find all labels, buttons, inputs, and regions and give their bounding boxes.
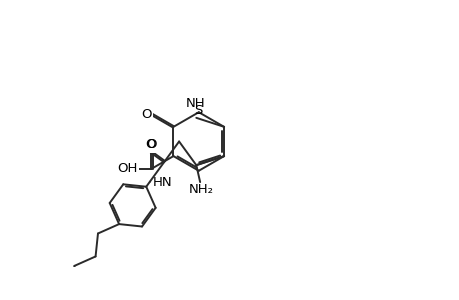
Text: O: O bbox=[146, 138, 157, 151]
Text: S: S bbox=[193, 104, 202, 117]
Text: HN: HN bbox=[152, 176, 172, 189]
Text: O: O bbox=[141, 108, 151, 121]
Text: O: O bbox=[146, 138, 156, 151]
Text: OH: OH bbox=[117, 162, 137, 175]
Text: NH₂: NH₂ bbox=[188, 183, 213, 196]
Text: NH: NH bbox=[185, 97, 205, 110]
